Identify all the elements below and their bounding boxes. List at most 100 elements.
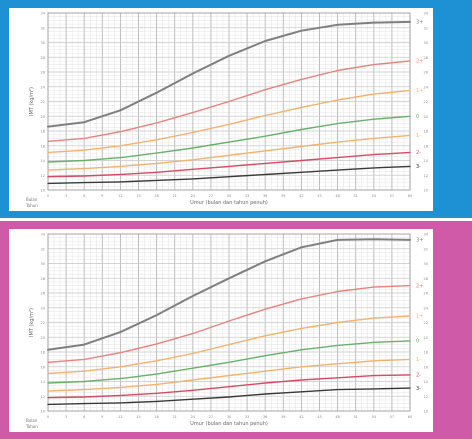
x-tick-label: 60 xyxy=(408,415,412,419)
x-tick-label: 42 xyxy=(299,194,303,198)
x-tick-label: 51 xyxy=(353,415,357,419)
x-tick-label: 24 xyxy=(191,415,196,419)
y-tick-label-right: 14 xyxy=(424,380,429,384)
x-tick-label: 9 xyxy=(101,194,103,198)
x-tick-label: 36 xyxy=(263,194,267,198)
x-tick-label: 9 xyxy=(101,415,103,419)
y-axis-label: IMT (kg/m²) xyxy=(29,308,35,337)
y-tick-label-right: 10 xyxy=(424,410,428,414)
y-tick-label-right: 28 xyxy=(424,56,428,60)
y-tick-label-right: 14 xyxy=(424,159,429,163)
y-tick-label-right: 20 xyxy=(424,115,428,119)
y-tick-label-right: 24 xyxy=(424,306,429,310)
series-label: 2+ xyxy=(416,59,423,65)
x-tick-label: 33 xyxy=(245,194,249,198)
x-tick-label: 57 xyxy=(390,194,394,198)
corner-label: Tahun xyxy=(25,203,38,208)
y-tick-label-right: 16 xyxy=(424,365,428,369)
y-tick-label: 18 xyxy=(41,351,45,355)
series-line-2+ xyxy=(47,284,411,363)
x-tick-label: 54 xyxy=(372,415,377,419)
y-tick-label: 16 xyxy=(41,144,45,148)
y-tick-label-right: 12 xyxy=(424,174,428,178)
x-axis-label: Umur (bulan dan tahun penuh) xyxy=(190,200,268,206)
x-axis-label: Umur (bulan dan tahun penuh) xyxy=(190,421,268,427)
y-tick-label: 26 xyxy=(41,292,45,296)
y-tick-label-right: 18 xyxy=(424,130,428,134)
series-line-1- xyxy=(47,358,411,392)
y-tick-label: 28 xyxy=(41,277,45,281)
plot-border xyxy=(47,233,411,412)
x-tick-label: 45 xyxy=(317,194,321,198)
x-tick-label: 42 xyxy=(299,415,303,419)
series-label: 0 xyxy=(416,114,419,120)
x-tick-label: 21 xyxy=(172,415,176,419)
chart-paper xyxy=(9,8,433,211)
y-tick-label: 24 xyxy=(41,306,46,310)
y-tick-label-right: 26 xyxy=(424,292,428,296)
y-tick-label: 28 xyxy=(41,56,45,60)
y-tick-label-right: 26 xyxy=(424,71,428,75)
y-tick-label-right: 32 xyxy=(424,26,428,30)
series-line-3+ xyxy=(47,238,411,351)
y-tick-label: 24 xyxy=(41,85,46,89)
y-tick-label-right: 34 xyxy=(424,12,429,16)
y-tick-label-right: 22 xyxy=(424,321,428,325)
x-tick-label: 48 xyxy=(335,415,339,419)
x-tick-label: 48 xyxy=(335,194,339,198)
series-label: 3- xyxy=(416,386,421,392)
corner-label: Bulan xyxy=(26,197,38,202)
series-line-1- xyxy=(47,134,411,171)
y-tick-label-right: 24 xyxy=(424,85,429,89)
y-tick-label: 32 xyxy=(41,247,45,251)
series-line-2+ xyxy=(47,60,411,142)
series-label: 3- xyxy=(416,164,421,170)
x-tick-label: 39 xyxy=(281,415,285,419)
y-tick-label-right: 28 xyxy=(424,277,428,281)
series-line-1+ xyxy=(47,89,411,154)
y-tick-label-right: 34 xyxy=(424,233,429,237)
x-tick-label: 60 xyxy=(408,194,412,198)
y-tick-label: 34 xyxy=(41,12,46,16)
x-tick-label: 6 xyxy=(83,194,85,198)
x-tick-label: 27 xyxy=(209,194,213,198)
y-tick-label: 18 xyxy=(41,130,45,134)
boys-chart-panel: 34 34 32 32 30 30 28 28 26 26 24 24 22 22 20 20 18 18 16 16… xyxy=(0,0,472,218)
x-tick-label: 21 xyxy=(172,194,176,198)
y-tick-label-right: 20 xyxy=(424,336,428,340)
series-line-3- xyxy=(47,387,411,406)
series-line-0 xyxy=(47,340,411,384)
series-label: 2- xyxy=(416,150,421,156)
plot-border xyxy=(47,12,411,191)
y-axis-label: IMT (kg/m²) xyxy=(29,87,35,116)
y-tick-label: 26 xyxy=(41,71,45,75)
series-label: 1- xyxy=(416,357,421,363)
x-tick-label: 12 xyxy=(118,194,122,198)
y-tick-label-right: 10 xyxy=(424,189,428,193)
series-label: 3+ xyxy=(416,238,423,244)
x-tick-label: 45 xyxy=(317,415,321,419)
series-label: 3+ xyxy=(416,20,423,26)
y-tick-label: 22 xyxy=(41,321,45,325)
girls-chart-panel: 34 34 32 32 30 30 28 28 26 26 24 24 22 22 20 20 18 18 16 16… xyxy=(0,221,472,439)
y-tick-label-right: 22 xyxy=(424,100,428,104)
y-tick-label-right: 30 xyxy=(424,262,428,266)
y-tick-label: 34 xyxy=(41,233,46,237)
series-label: 2- xyxy=(416,373,421,379)
corner-label: Bulan xyxy=(26,418,38,423)
series-line-2- xyxy=(47,374,411,399)
x-tick-label: 0 xyxy=(47,415,49,419)
x-tick-label: 51 xyxy=(353,194,357,198)
x-tick-label: 27 xyxy=(209,415,213,419)
x-tick-label: 18 xyxy=(154,415,158,419)
x-tick-label: 39 xyxy=(281,194,285,198)
series-label: 1+ xyxy=(416,314,423,320)
y-tick-label-right: 12 xyxy=(424,395,428,399)
y-tick-label: 20 xyxy=(41,336,45,340)
y-tick-label-right: 32 xyxy=(424,247,428,251)
y-tick-label: 20 xyxy=(41,115,45,119)
series-label: 1+ xyxy=(416,88,423,94)
series-line-0 xyxy=(47,115,411,163)
